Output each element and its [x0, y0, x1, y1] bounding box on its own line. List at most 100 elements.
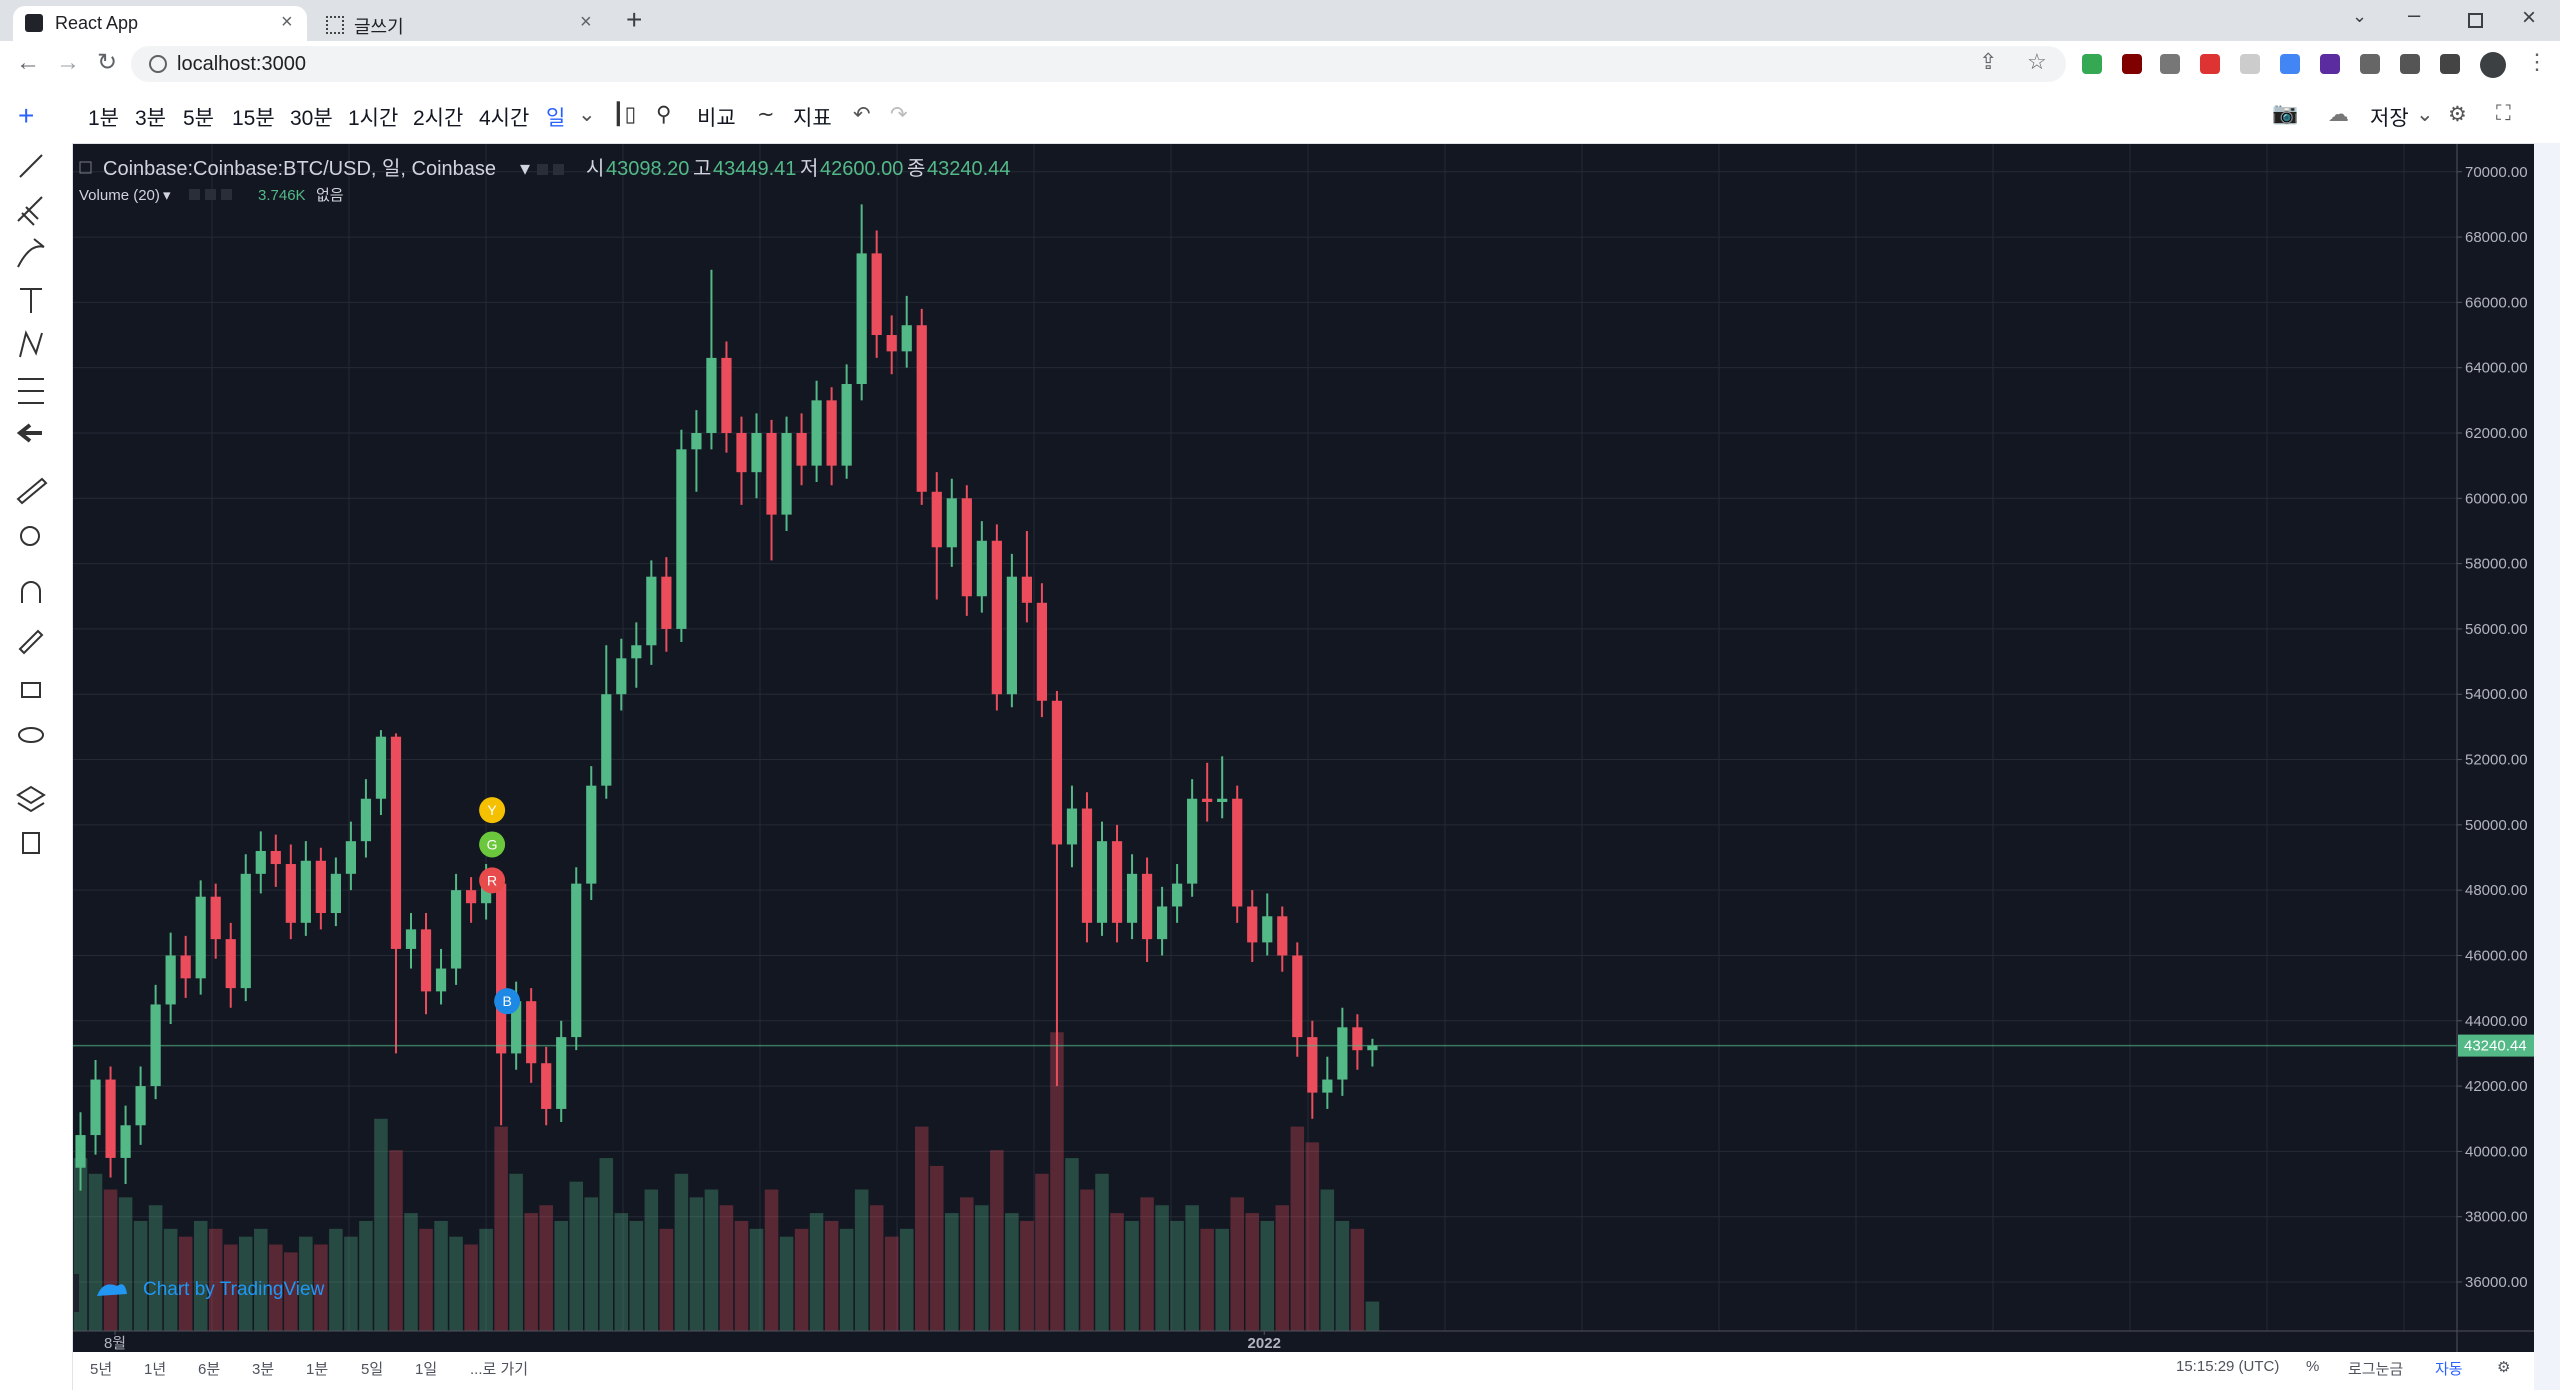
- tab-active[interactable]: React App ×: [13, 6, 307, 41]
- new-tab[interactable]: +: [626, 4, 643, 35]
- tab-close[interactable]: ×: [281, 11, 293, 33]
- brush-tool[interactable]: [17, 238, 45, 268]
- legend-btn[interactable]: [221, 189, 232, 200]
- volume-bar: [1020, 1220, 1034, 1331]
- legend-btn[interactable]: [189, 189, 200, 200]
- volume-bar: [344, 1236, 358, 1331]
- forward[interactable]: →: [56, 49, 80, 76]
- candle-body: [105, 1079, 116, 1158]
- volume-bar: [449, 1236, 463, 1331]
- extension[interactable]: [2122, 54, 2142, 74]
- interval[interactable]: 2시간: [413, 107, 464, 130]
- range[interactable]: 5년: [90, 1361, 113, 1378]
- extension[interactable]: [2082, 54, 2102, 74]
- maximize[interactable]: [2468, 13, 2483, 28]
- axis-settings[interactable]: ⚙: [2497, 1359, 2511, 1376]
- y-tick-label: 68000.00: [2465, 229, 2528, 246]
- percent[interactable]: %: [2306, 1358, 2320, 1375]
- tab[interactable]: 글쓰기 ×: [318, 6, 608, 41]
- interval[interactable]: 15분: [232, 107, 275, 130]
- volume-bar: [479, 1228, 493, 1331]
- close-window[interactable]: ×: [2522, 4, 2537, 31]
- range[interactable]: 1년: [144, 1361, 167, 1378]
- extension[interactable]: [2160, 54, 2180, 74]
- extension[interactable]: [2280, 54, 2300, 74]
- delete-tool[interactable]: [22, 832, 40, 854]
- compare[interactable]: 비교: [697, 107, 736, 130]
- interval-caret[interactable]: ⌄: [578, 103, 596, 126]
- reload[interactable]: ↻: [97, 49, 118, 76]
- legend-btn[interactable]: [205, 189, 216, 200]
- lock-tool[interactable]: [21, 682, 41, 698]
- candle-body: [751, 432, 762, 473]
- volume-bar: [1215, 1228, 1229, 1331]
- snapshot[interactable]: 📷: [2272, 102, 2299, 125]
- ruler-tool[interactable]: [16, 477, 48, 505]
- range[interactable]: 3분: [252, 1361, 275, 1378]
- candle-body: [300, 860, 311, 923]
- interval[interactable]: 5분: [183, 107, 214, 130]
- pattern-tool[interactable]: [19, 330, 43, 358]
- indicators[interactable]: 지표: [793, 107, 832, 130]
- interval[interactable]: 1시간: [348, 107, 399, 130]
- visibility-tool[interactable]: [18, 727, 44, 743]
- legend-btn[interactable]: [553, 164, 564, 175]
- range[interactable]: 6분: [198, 1361, 221, 1378]
- interval[interactable]: 1분: [88, 107, 119, 130]
- interval-active[interactable]: 일: [546, 107, 566, 130]
- fib-tool[interactable]: [17, 196, 43, 226]
- log-scale[interactable]: 로그눈금: [2348, 1361, 2404, 1378]
- interval[interactable]: 4시간: [479, 107, 530, 130]
- tab-title: React App: [55, 13, 139, 33]
- left-tools: [0, 143, 73, 1390]
- settings[interactable]: ⚙: [2448, 103, 2467, 126]
- chart-type[interactable]: ┃▯: [612, 103, 637, 126]
- text-tool[interactable]: [20, 288, 42, 313]
- extensions[interactable]: [2440, 54, 2460, 74]
- interval[interactable]: 30분: [290, 107, 333, 130]
- auto-scale[interactable]: 자동: [2435, 1361, 2463, 1378]
- info-icon: [149, 55, 167, 73]
- minimize[interactable]: –: [2408, 2, 2421, 27]
- extension[interactable]: [2360, 54, 2380, 74]
- save[interactable]: 저장: [2370, 107, 2409, 130]
- line-tool[interactable]: [19, 154, 43, 178]
- legend-caret[interactable]: ▾: [163, 187, 171, 204]
- legend-btn[interactable]: [537, 164, 548, 175]
- extension[interactable]: [2200, 54, 2220, 74]
- range[interactable]: 1분: [306, 1361, 329, 1378]
- range[interactable]: 5일: [361, 1361, 384, 1378]
- legend-caret[interactable]: ▾: [520, 158, 530, 180]
- zoom-tool[interactable]: [20, 526, 40, 546]
- bookmark[interactable]: ☆: [2027, 49, 2047, 74]
- volume-bar: [1185, 1205, 1199, 1331]
- extension[interactable]: [2400, 54, 2420, 74]
- redo[interactable]: ↷: [890, 103, 908, 126]
- hide-tool[interactable]: [16, 423, 42, 443]
- cloud[interactable]: ☁: [2328, 103, 2349, 126]
- omnibox[interactable]: localhost:3000 ⇪ ☆: [131, 46, 2066, 82]
- fullscreen[interactable]: ⛶: [2496, 102, 2511, 125]
- profile[interactable]: [2480, 52, 2506, 78]
- volume-bar: [1005, 1213, 1019, 1331]
- stay-draw-tool[interactable]: [18, 629, 44, 655]
- collapse-icon[interactable]: [79, 161, 92, 174]
- forecast-tool[interactable]: [18, 378, 44, 404]
- tab-close[interactable]: ×: [580, 11, 592, 33]
- magnet-tool[interactable]: [21, 581, 41, 603]
- share[interactable]: ⇪: [1979, 49, 1998, 74]
- undo[interactable]: ↶: [853, 103, 871, 126]
- range[interactable]: 1일: [415, 1361, 438, 1378]
- watermark-text[interactable]: Chart by TradingView: [143, 1279, 325, 1300]
- back[interactable]: ←: [16, 49, 40, 76]
- menu[interactable]: ⋮: [2526, 49, 2548, 74]
- tab-search[interactable]: ⌄: [2352, 6, 2368, 26]
- objects-tool[interactable]: [16, 785, 46, 813]
- scroll-tab[interactable]: [73, 1274, 79, 1312]
- save-caret[interactable]: ⌄: [2416, 103, 2434, 126]
- goto[interactable]: ...로 가기: [470, 1361, 529, 1378]
- cross-tool[interactable]: +: [0, 88, 72, 143]
- extension[interactable]: [2240, 54, 2260, 74]
- interval[interactable]: 3분: [135, 107, 166, 130]
- extension[interactable]: [2320, 54, 2340, 74]
